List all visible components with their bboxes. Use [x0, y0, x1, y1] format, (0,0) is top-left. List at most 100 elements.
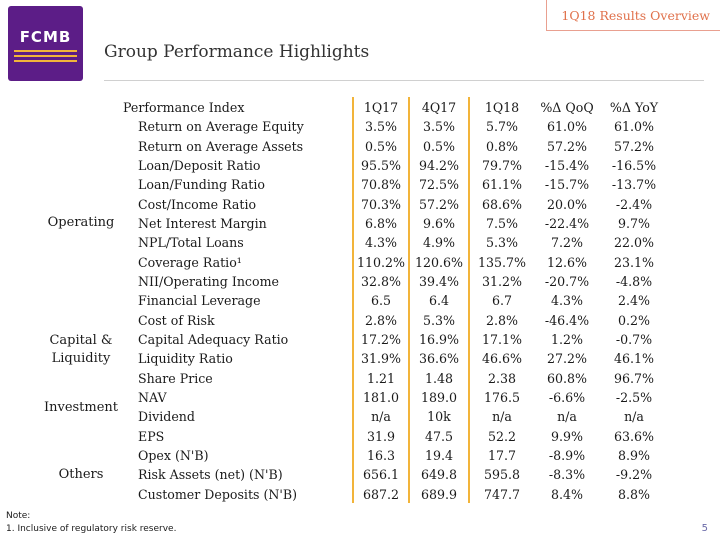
table-cell: 181.0: [362, 389, 400, 405]
column-yoy: %Δ YoY 61.0% 57.2% -16.5% -13.7% -2.4% 9.7% 22.…: [600, 98, 668, 504]
metric-label: NPL/Total Loans: [138, 235, 244, 251]
note-label: Note:: [6, 511, 31, 521]
table-cell: 61.0%: [546, 119, 587, 135]
table-cell: 12.6%: [546, 254, 587, 270]
table-cell: 5.3%: [423, 312, 455, 328]
table-cell: 10k: [427, 409, 451, 425]
table-cell: -4.8%: [615, 273, 653, 289]
table-cell: 31.2%: [481, 273, 522, 289]
table-cell: 7.5%: [486, 215, 518, 231]
metric-label: Net Interest Margin: [138, 215, 267, 231]
table-cell: -8.9%: [548, 447, 586, 463]
table-cell: n/a: [371, 409, 391, 425]
table-cell: 57.2%: [613, 138, 654, 154]
metric-label: Return on Average Assets: [138, 138, 304, 154]
column-header: 1Q17: [363, 100, 399, 115]
logo-text: FCMB: [19, 28, 72, 46]
metric-label: Dividend: [138, 409, 195, 425]
table-cell: -13.7%: [611, 177, 657, 193]
table-cell: 94.2%: [418, 157, 459, 173]
metric-label: Customer Deposits (N'B): [138, 486, 298, 502]
table-cell: 61.0%: [613, 119, 654, 135]
column-separator: [408, 97, 410, 503]
table-cell: n/a: [492, 409, 512, 425]
table-cell: 176.5: [483, 389, 521, 405]
table-cell: 72.5%: [418, 177, 459, 193]
fcmb-logo: FCMB: [8, 6, 83, 81]
table-cell: 689.9: [420, 486, 458, 502]
table-cell: 39.4%: [418, 273, 459, 289]
table-cell: 8.8%: [618, 486, 650, 502]
table-cell: 9.7%: [618, 215, 650, 231]
column-header: %Δ QoQ: [540, 100, 594, 115]
table-cell: 2.4%: [618, 293, 650, 309]
table-cell: 36.6%: [418, 351, 459, 367]
table-cell: -2.4%: [615, 196, 653, 212]
table-cell: 17.2%: [360, 331, 401, 347]
metric-label: Financial Leverage: [138, 293, 261, 309]
table-cell: 5.7%: [486, 119, 518, 135]
table-cell: 747.7: [483, 486, 521, 502]
table-cell: 32.8%: [360, 273, 401, 289]
section-title: 1Q18 Results Overview: [561, 7, 710, 23]
category-capital-line1: Capital &: [49, 333, 113, 348]
table-cell: 68.6%: [481, 196, 522, 212]
page-number: 5: [701, 523, 708, 534]
table-cell: 17.7: [487, 447, 517, 463]
table-cell: 20.0%: [546, 196, 587, 212]
table-cell: 9.9%: [551, 428, 583, 444]
table-cell: 17.1%: [481, 331, 522, 347]
page-title: Group Performance Highlights: [104, 42, 370, 62]
table-cell: 57.2%: [418, 196, 459, 212]
table-cell: -46.4%: [544, 312, 590, 328]
table-cell: 16.9%: [418, 331, 459, 347]
metric-label: NAV: [138, 389, 167, 405]
table-cell: 57.2%: [546, 138, 587, 154]
table-cell: 3.5%: [365, 119, 397, 135]
column-4q17: 4Q17 3.5% 0.5% 94.2% 72.5% 57.2% 9.6% 4.9% 120.6…: [410, 98, 468, 504]
table-cell: 16.3: [366, 447, 396, 463]
category-operating: Operating: [47, 215, 115, 230]
note-text: 1. Inclusive of regulatory risk reserve.: [6, 524, 177, 534]
table-cell: 0.2%: [618, 312, 650, 328]
metric-label: Risk Assets (net) (N'B): [138, 467, 283, 483]
table-cell: 189.0: [420, 389, 458, 405]
category-others: Others: [58, 467, 104, 482]
metric-label: EPS: [138, 428, 165, 444]
table-cell: 6.8%: [365, 215, 397, 231]
metric-label: NII/Operating Income: [138, 273, 279, 289]
table-cell: 22.0%: [613, 235, 654, 251]
table-cell: 6.7: [491, 293, 513, 309]
performance-index-header: Performance Index: [123, 100, 245, 115]
table-cell: 8.9%: [618, 447, 650, 463]
column-header: %Δ YoY: [609, 100, 659, 115]
table-cell: 6.4: [428, 293, 450, 309]
metric-label: Return on Average Equity: [138, 119, 304, 135]
table-cell: 1.2%: [551, 331, 583, 347]
table-cell: 70.3%: [360, 196, 401, 212]
logo-stripe: [14, 60, 77, 62]
column-separator: [352, 97, 354, 503]
table-cell: -15.7%: [544, 177, 590, 193]
table-cell: 7.2%: [551, 235, 583, 251]
table-cell: 2.8%: [486, 312, 518, 328]
table-cell: 3.5%: [423, 119, 455, 135]
table-cell: 8.4%: [551, 486, 583, 502]
table-cell: 4.9%: [423, 235, 455, 251]
metric-label-column: Performance Index Return on Average Equi…: [123, 98, 348, 504]
table-cell: 0.5%: [365, 138, 397, 154]
table-cell: -16.5%: [611, 157, 657, 173]
table-cell: 0.5%: [423, 138, 455, 154]
table-cell: 27.2%: [546, 351, 587, 367]
table-cell: 1.21: [366, 370, 396, 386]
footnote: Note: 1. Inclusive of regulatory risk re…: [6, 510, 176, 536]
column-1q17: 1Q17 3.5% 0.5% 95.5% 70.8% 70.3% 6.8% 4.3% 110.2…: [354, 98, 408, 504]
title-divider: [104, 80, 704, 81]
column-header: 4Q17: [421, 100, 457, 115]
metric-label: Liquidity Ratio: [138, 351, 233, 367]
table-cell: 52.2: [487, 428, 517, 444]
table-cell: n/a: [557, 409, 577, 425]
table-cell: 649.8: [420, 467, 458, 483]
logo-stripe: [14, 50, 77, 52]
table-cell: n/a: [624, 409, 644, 425]
